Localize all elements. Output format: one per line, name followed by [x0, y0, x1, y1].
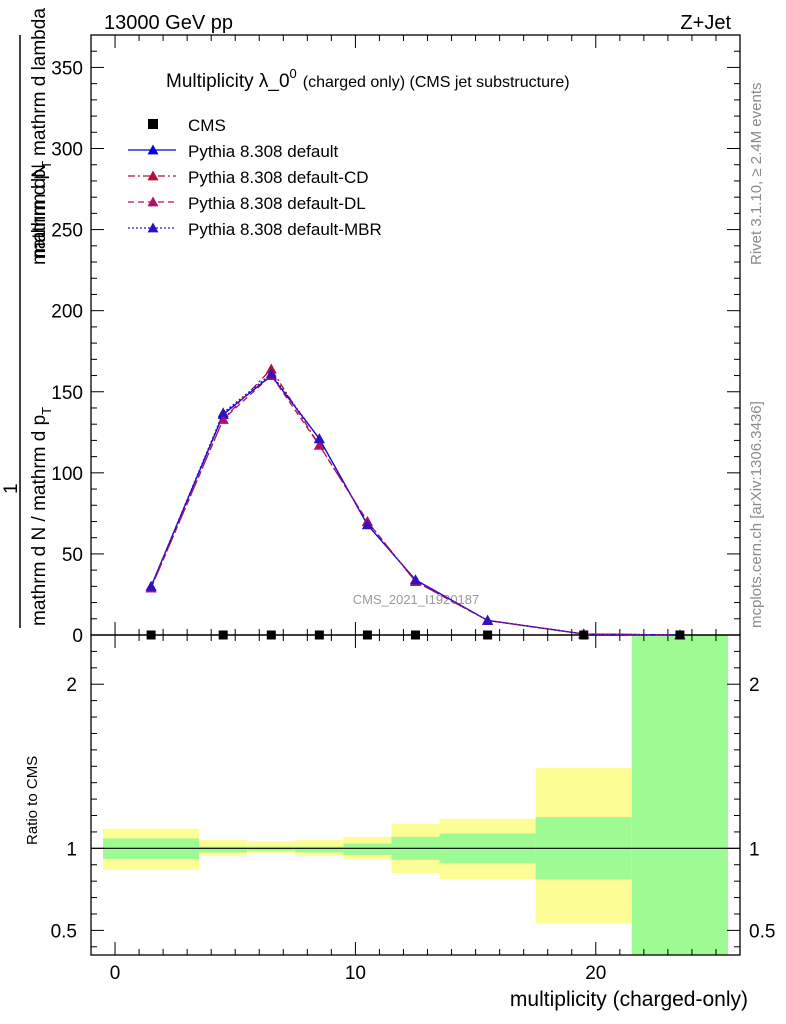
cms-data-point	[483, 630, 493, 640]
ylabel-denominator: mathrm d N / mathrm d pT	[29, 407, 54, 626]
axis-tick-labels: 0 50 100 150 200 250 300 350 0 10 20 0.5 0.5 1 1 2 2	[51, 58, 776, 984]
ratio-ytick-label-right: 0.5	[749, 921, 775, 942]
main-ytick-label: 300	[51, 140, 83, 161]
rivet-label: Rivet 3.1.10, ≥ 2.4M events	[748, 83, 765, 266]
ratio-ytick-label-left: 1	[66, 839, 77, 860]
x-tick-label: 20	[585, 963, 606, 984]
ratio-ytick-label-right: 1	[749, 839, 760, 860]
series-marker-3	[217, 407, 229, 418]
ylabel-den2: mathrm d p	[29, 169, 50, 265]
ratio-ytick-label-left: 0.5	[51, 921, 77, 942]
series-marker-3	[361, 519, 373, 530]
main-ytick-label: 0	[72, 626, 83, 647]
ratio-band-inner-1	[199, 846, 248, 853]
legend-label-2: Pythia 8.308 default-DL	[188, 194, 366, 213]
x-axis-label: multiplicity (charged-only)	[510, 988, 748, 1011]
legend: CMS Pythia 8.308 default Pythia 8.308 defa…	[128, 116, 382, 239]
series-marker-2	[217, 413, 229, 424]
main-ytick-label: 50	[62, 545, 83, 566]
cms-data-point	[146, 630, 156, 640]
cms-data-point	[314, 630, 324, 640]
cms-data-point	[411, 630, 420, 640]
series-marker-3	[482, 614, 494, 625]
ylabel-numerator: 1	[1, 483, 22, 494]
legend-marker-0	[147, 144, 159, 155]
ratio-band-inner-8	[631, 635, 728, 955]
chart-title: Multiplicity λ_00 (charged only) (CMS jet…	[166, 66, 570, 92]
main-ytick-label: 350	[51, 58, 83, 79]
series-marker-3	[313, 433, 325, 444]
legend-label-1: Pythia 8.308 default-CD	[188, 168, 369, 187]
ylabel-den1: mathrm d N / mathrm d p	[29, 415, 50, 626]
series-marker-3	[265, 368, 277, 379]
main-ytick-label: 100	[51, 464, 83, 485]
mcplots-label: mcplots.cern.ch [arXiv:1306.3436]	[748, 401, 765, 628]
legend-marker-cms	[148, 119, 158, 129]
ratio-band-inner-4	[343, 843, 392, 855]
legend-label-0: Pythia 8.308 default	[188, 142, 339, 161]
main-y-axis-label: mathrm dN mathrm d pTmathrm d lambda 1 m…	[1, 8, 54, 628]
ylabel-numerator2: mathrm dN	[29, 164, 50, 258]
title-superscript: 0	[290, 66, 297, 81]
x-tick-label: 0	[110, 963, 121, 984]
energy-label: 13000 GeV pp	[104, 12, 233, 34]
series-marker-2	[313, 439, 325, 450]
x-tick-label: 10	[345, 963, 366, 984]
series-marker-3	[145, 580, 157, 591]
cms-points	[146, 630, 685, 640]
axis-ticks	[90, 34, 741, 955]
legend-marker-1	[147, 170, 159, 181]
ratio-y-label: Ratio to CMS	[24, 756, 41, 845]
cms-data-point	[675, 630, 685, 640]
title-main: Multiplicity λ_0	[166, 71, 290, 92]
cms-data-point	[218, 630, 228, 640]
ylabel-den-lambda: mathrm d pTmathrm d lambda	[29, 8, 54, 265]
ylabel-den2-sub: T	[39, 161, 54, 169]
process-label: Z+Jet	[680, 12, 731, 34]
cms-data-point	[579, 630, 589, 640]
series-marker-3	[410, 574, 421, 585]
title-suffix: (charged only) (CMS jet substructure)	[303, 74, 570, 91]
legend-marker-3	[147, 222, 159, 233]
legend-label-3: Pythia 8.308 default-MBR	[188, 220, 382, 239]
ratio-bands	[91, 635, 740, 955]
ylabel-den1-sub: T	[39, 407, 54, 415]
ratio-ytick-label-right: 2	[749, 675, 760, 696]
ylabel-den3: mathrm d lambda	[29, 8, 50, 156]
main-ytick-label: 250	[51, 221, 83, 242]
cms-data-point	[362, 630, 372, 640]
legend-label-cms: CMS	[188, 116, 226, 135]
ratio-band-inner-3	[295, 846, 344, 853]
legend-marker-2	[147, 196, 159, 207]
analysis-watermark: CMS_2021_I1920187	[353, 592, 480, 607]
main-ytick-label: 200	[51, 302, 83, 323]
ratio-ytick-label-left: 2	[66, 675, 77, 696]
cms-data-point	[266, 630, 276, 640]
main-ytick-label: 150	[51, 383, 83, 404]
